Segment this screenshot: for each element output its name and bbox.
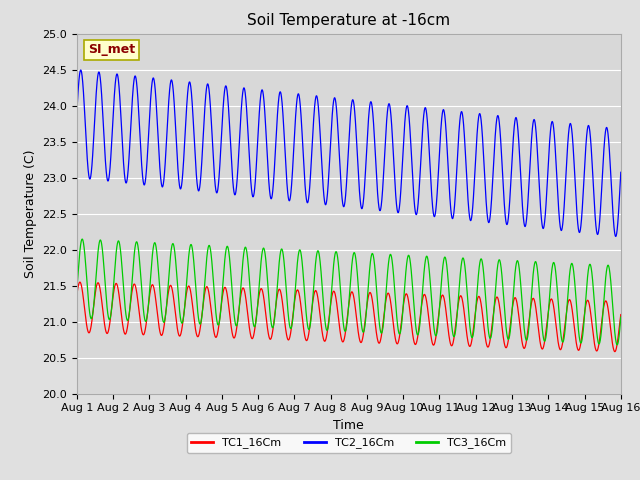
X-axis label: Time: Time — [333, 419, 364, 432]
Legend: TC1_16Cm, TC2_16Cm, TC3_16Cm: TC1_16Cm, TC2_16Cm, TC3_16Cm — [187, 433, 511, 453]
Y-axis label: Soil Temperature (C): Soil Temperature (C) — [24, 149, 36, 278]
Title: Soil Temperature at -16cm: Soil Temperature at -16cm — [247, 13, 451, 28]
Text: SI_met: SI_met — [88, 43, 135, 56]
